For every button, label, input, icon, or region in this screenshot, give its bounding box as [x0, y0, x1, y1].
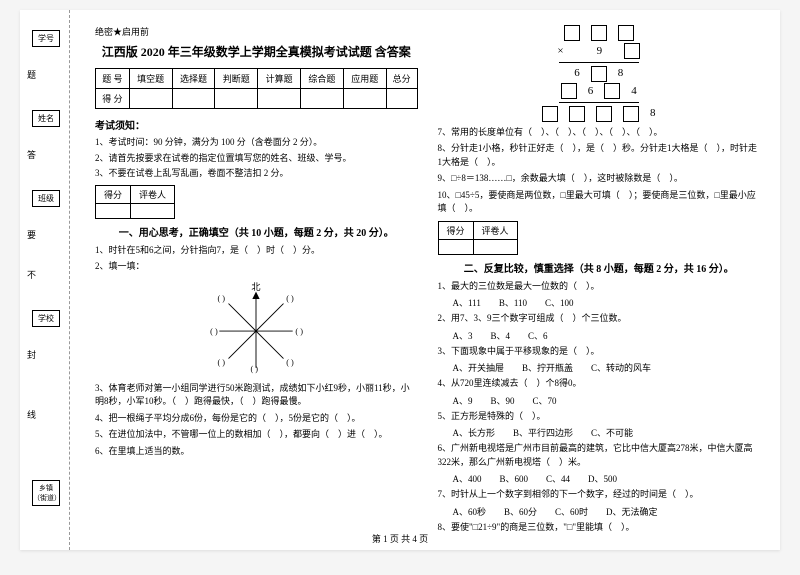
question: 2、填一填：	[95, 260, 418, 274]
secret-label: 绝密★启用前	[95, 25, 418, 38]
question: 6、在里填上适当的数。	[95, 445, 418, 459]
score-table: 题 号 填空题 选择题 判断题 计算题 综合题 应用题 总分 得 分	[95, 68, 418, 109]
table-cell: 评卷人	[473, 221, 517, 239]
table-cell	[438, 239, 473, 254]
question: 7、常用的长度单位有（ ）、（ ）、（ ）、（ ）、（ ）。	[438, 126, 761, 140]
svg-text:( ): ( )	[218, 294, 226, 303]
svg-text:( ): ( )	[218, 358, 226, 367]
section-title: 二、反复比较，慎重选择（共 8 小题，每题 2 分，共 16 分）。	[438, 260, 761, 275]
left-column: 绝密★启用前 江西版 2020 年三年级数学上学期全真模拟考试试题 含答案 题 …	[95, 25, 418, 537]
question: 5、在进位加法中，不管哪一位上的数相加（ ），都要向（ ）进（ ）。	[95, 428, 418, 442]
table-cell: 得 分	[96, 89, 130, 109]
table-cell	[131, 203, 175, 218]
table-header: 填空题	[129, 69, 172, 89]
question: 4、把一根绳子平均分成6份，每份是它的（ ），5份是它的（ ）。	[95, 412, 418, 426]
options: A、111 B、110 C、100	[453, 296, 761, 309]
question: 9、□÷8＝138……□，余数最大填（ ），这时被除数是（ ）。	[438, 172, 761, 186]
notice-item: 1、考试时间：90 分钟，满分为 100 分（含卷面分 2 分）。	[95, 136, 418, 149]
page-footer: 第 1 页 共 4 页	[20, 532, 780, 545]
question: 1、时针在5和6之间，分针指向7，是（ ）时（ ）分。	[95, 244, 418, 258]
table-cell	[301, 89, 344, 109]
svg-text:( ): ( )	[251, 364, 259, 373]
notice-item: 3、不要在试卷上乱写乱画，卷面不整洁扣 2 分。	[95, 167, 418, 180]
section-title: 一、用心思考，正确填空（共 10 小题，每题 2 分，共 20 分）。	[95, 224, 418, 239]
seal-marker: 题	[25, 70, 38, 79]
table-header: 判断题	[215, 69, 258, 89]
question: 10、□45÷5，要使商是两位数，□里最大可填（ ）；要使商是三位数，□里最小应…	[438, 189, 761, 216]
question: 2、用7、3、9三个数字可组成（ ）个三位数。	[438, 312, 761, 326]
seal-marker: 要	[25, 230, 38, 239]
mini-score-table: 得分 评卷人	[438, 221, 518, 255]
table-cell: 得分	[96, 185, 131, 203]
binding-column: 学号 姓名 班级 学校 乡镇（街道） 题 答 要 不 封 线	[20, 10, 70, 550]
question: 8、分针走1小格，秒针正好走（ ），是（ ）秒。分针走1大格是（ ），时针走1大…	[438, 142, 761, 169]
table-header: 计算题	[258, 69, 301, 89]
table-cell	[129, 89, 172, 109]
binding-label-box: 姓名	[32, 110, 60, 127]
mini-score-table: 得分 评卷人	[95, 185, 175, 219]
table-cell	[386, 89, 417, 109]
binding-label-box: 学校	[32, 310, 60, 327]
right-column: × 9 6 8 6 4 8 7、常用的长度单位有（ ）、（ ）、（ ）、（ ）、…	[438, 25, 761, 537]
options: A、9 B、90 C、70	[453, 394, 761, 407]
binding-label-box: 学号	[32, 30, 60, 47]
exam-title: 江西版 2020 年三年级数学上学期全真模拟考试试题 含答案	[95, 43, 418, 60]
table-cell	[172, 89, 215, 109]
binding-label-box: 班级	[32, 190, 60, 207]
table-header: 应用题	[343, 69, 386, 89]
table-cell: 评卷人	[131, 185, 175, 203]
compass-diagram: 北 ( ) ( ) ( ) ( ) ( ) ( ) ( )	[95, 279, 418, 377]
question: 1、最大的三位数是最大一位数的（ ）。	[438, 280, 761, 294]
options: A、3 B、4 C、6	[453, 329, 761, 342]
seal-marker: 答	[25, 150, 38, 159]
notice-item: 2、请首先按要求在试卷的指定位置填写您的姓名、班级、学号。	[95, 152, 418, 165]
seal-marker: 封	[25, 350, 38, 359]
table-cell: 得分	[438, 221, 473, 239]
table-header: 题 号	[96, 69, 130, 89]
table-header: 综合题	[301, 69, 344, 89]
table-cell	[215, 89, 258, 109]
table-header: 总分	[386, 69, 417, 89]
table-header: 选择题	[172, 69, 215, 89]
question: 4、从720里连续减去（ ）个8得0。	[438, 377, 761, 391]
svg-text:( ): ( )	[287, 294, 295, 303]
notice-title: 考试须知：	[95, 117, 418, 132]
compass-north-label: 北	[252, 282, 261, 292]
question: 5、正方形是特殊的（ ）。	[438, 410, 761, 424]
table-cell	[473, 239, 517, 254]
table-cell	[343, 89, 386, 109]
question: 3、体育老师对第一小组同学进行50米跑测试，成绩如下小红9秒，小丽11秒，小明8…	[95, 382, 418, 409]
options: A、60秒 B、60分 C、60时 D、无法确定	[453, 505, 761, 518]
table-cell	[258, 89, 301, 109]
multiplication-problem: × 9 6 8 6 4 8	[438, 25, 761, 123]
options: A、开关抽屉 B、拧开瓶盖 C、转动的风车	[453, 361, 761, 374]
table-cell	[96, 203, 131, 218]
question: 6、广州新电视塔是广州市目前最高的建筑，它比中信大厦高278米，中信大厦高322…	[438, 442, 761, 469]
svg-text:( ): ( )	[296, 327, 304, 336]
binding-label-box: 乡镇（街道）	[32, 480, 60, 506]
seal-marker: 线	[25, 410, 38, 419]
question: 3、下面现象中属于平移现象的是（ ）。	[438, 345, 761, 359]
svg-text:( ): ( )	[287, 358, 295, 367]
options: A、400 B、600 C、44 D、500	[453, 472, 761, 485]
question: 7、时针从上一个数字到相邻的下一个数字，经过的时间是（ ）。	[438, 488, 761, 502]
seal-marker: 不	[25, 270, 38, 279]
options: A、长方形 B、平行四边形 C、不可能	[453, 426, 761, 439]
svg-text:( ): ( )	[210, 327, 218, 336]
